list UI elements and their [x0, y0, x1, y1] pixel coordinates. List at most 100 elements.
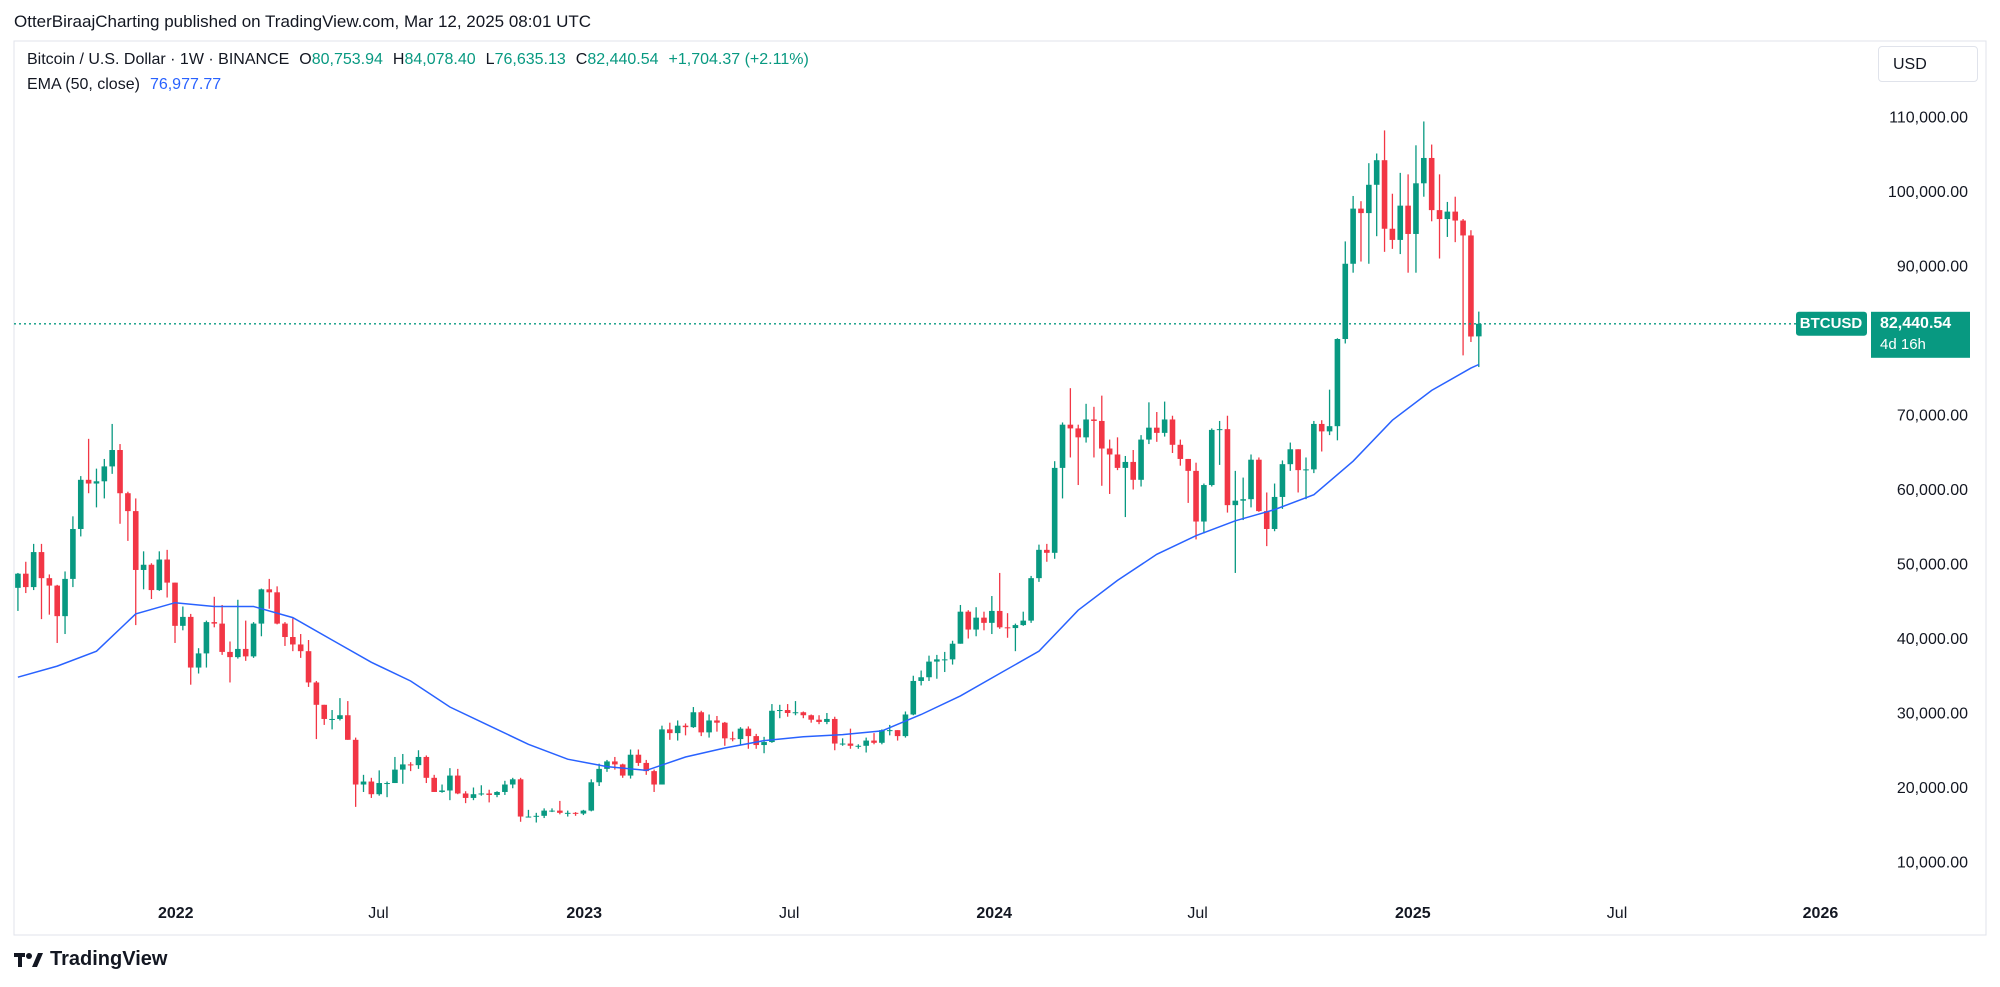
brand-name: TradingView	[50, 948, 168, 970]
candle-body	[125, 493, 131, 512]
candle-body	[871, 740, 877, 743]
candle-body	[934, 659, 940, 662]
candle-body	[1342, 263, 1349, 340]
footer-brand: TradingView	[14, 948, 167, 971]
candle-body	[1153, 427, 1160, 433]
candle-body	[674, 725, 681, 734]
candle-body	[612, 761, 618, 765]
candle-body	[462, 793, 469, 798]
candle-body	[180, 616, 186, 626]
y-tick-label: 60,000.00	[1897, 482, 1968, 499]
candle-body	[745, 728, 752, 737]
ema-legend[interactable]: EMA (50, close) 76,977.77	[27, 76, 221, 94]
candle-body	[659, 729, 665, 785]
candle-body	[564, 812, 571, 814]
candle-body	[1475, 323, 1482, 337]
candle-body	[470, 794, 477, 798]
candle-body	[305, 651, 312, 683]
candle-body	[117, 450, 123, 494]
chart-frame	[13, 40, 1987, 936]
candle-body	[776, 710, 783, 712]
chart-title[interactable]: Bitcoin / U.S. Dollar · 1W · BINANCE	[27, 51, 290, 68]
y-tick-label: 40,000.00	[1897, 631, 1968, 648]
candle-body	[140, 564, 147, 570]
candle-body	[156, 559, 163, 591]
value: 80,753.94	[311, 51, 383, 68]
candle-body	[486, 793, 492, 795]
candle-body	[698, 712, 705, 733]
candle-body	[1216, 429, 1223, 431]
candle-body	[376, 783, 383, 795]
candle-body	[1428, 157, 1435, 211]
candle-body	[1161, 419, 1168, 433]
candle-body	[1028, 578, 1034, 621]
candle-body	[721, 722, 728, 739]
candle-body	[619, 764, 626, 776]
candle-body	[941, 659, 948, 661]
candle-body	[447, 775, 453, 791]
candle-body	[321, 704, 328, 719]
candle-body	[384, 783, 390, 785]
candle-body	[596, 768, 602, 783]
candle-body	[1397, 205, 1404, 240]
candle-body	[1358, 208, 1364, 214]
candles	[15, 121, 1482, 823]
x-tick-label: Jul	[1607, 905, 1627, 922]
candle-body	[831, 718, 838, 744]
y-tick-label: 30,000.00	[1897, 706, 1968, 723]
symbol-tag-text: BTCUSD	[1800, 315, 1863, 332]
candle-body	[557, 810, 563, 813]
ema-line	[17, 363, 1480, 772]
candle-body	[918, 677, 924, 681]
candle-body	[290, 637, 296, 645]
candle-body	[439, 790, 445, 792]
candle-body	[879, 730, 885, 743]
candle-body	[1373, 160, 1380, 185]
candle-body	[1405, 205, 1411, 234]
candle-body	[478, 793, 485, 795]
candle-body	[1318, 423, 1325, 432]
candle-body	[22, 573, 29, 588]
candle-body	[517, 779, 524, 817]
candle-body	[164, 559, 170, 583]
candle-body	[1366, 184, 1372, 214]
x-tick-label: Jul	[779, 905, 799, 922]
candle-body	[46, 578, 53, 586]
candle-body	[329, 718, 335, 720]
candle-body	[1287, 449, 1294, 465]
candle-body	[235, 648, 241, 658]
logo	[14, 952, 43, 967]
candle-body	[101, 466, 108, 482]
candle-body	[85, 479, 92, 484]
ema-value: 76,977.77	[149, 76, 222, 93]
currency-button[interactable]: USD	[1878, 46, 1978, 82]
candle-body	[816, 719, 822, 722]
candle-body	[1044, 549, 1050, 553]
candle-body	[525, 816, 532, 818]
candle-body	[1444, 211, 1451, 220]
candle-body	[729, 738, 736, 740]
candle-body	[1083, 419, 1089, 438]
candle-body	[266, 589, 273, 593]
candle-body	[368, 781, 375, 795]
change: +1,704.37 (+2.11%)	[668, 51, 809, 68]
key: O	[299, 51, 312, 68]
candle-body	[1389, 228, 1396, 240]
candle-body	[297, 644, 304, 652]
x-tick-label: Jul	[368, 905, 388, 922]
candle-body	[1185, 458, 1191, 471]
candle-body	[989, 610, 995, 623]
candle-body	[15, 573, 21, 588]
candle-body	[808, 715, 814, 720]
candle-body	[1311, 423, 1317, 470]
candle-body	[54, 585, 60, 617]
candle-body	[70, 528, 76, 579]
candle-body	[1436, 210, 1443, 220]
candle-body	[1020, 620, 1027, 626]
key: L	[485, 51, 495, 68]
candle-body	[77, 479, 84, 529]
candle-body	[761, 742, 767, 746]
candle-body	[1248, 459, 1254, 500]
candle-body	[313, 682, 320, 705]
